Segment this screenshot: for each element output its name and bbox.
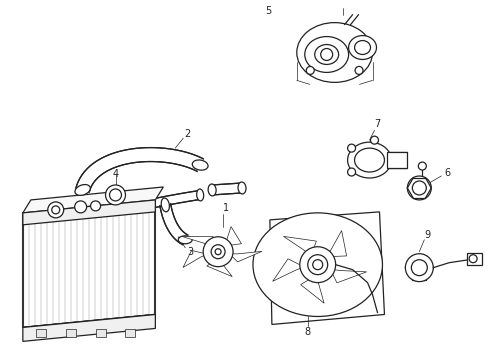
Polygon shape xyxy=(154,190,201,207)
Circle shape xyxy=(308,255,328,275)
Polygon shape xyxy=(273,259,311,281)
Ellipse shape xyxy=(297,23,372,82)
Text: 9: 9 xyxy=(424,230,430,240)
Circle shape xyxy=(407,176,431,200)
Text: 6: 6 xyxy=(444,168,450,178)
Bar xyxy=(388,152,407,168)
Circle shape xyxy=(91,201,100,211)
Polygon shape xyxy=(212,183,243,195)
Polygon shape xyxy=(160,204,188,245)
Polygon shape xyxy=(23,315,155,341)
Circle shape xyxy=(52,206,60,214)
Circle shape xyxy=(469,255,477,263)
Text: 4: 4 xyxy=(112,169,119,179)
Circle shape xyxy=(215,249,221,255)
Circle shape xyxy=(347,168,356,176)
Polygon shape xyxy=(301,271,324,303)
Circle shape xyxy=(321,49,333,60)
Polygon shape xyxy=(183,251,214,267)
Ellipse shape xyxy=(315,45,339,64)
Circle shape xyxy=(355,67,363,75)
Ellipse shape xyxy=(208,184,216,196)
Polygon shape xyxy=(23,200,155,225)
Circle shape xyxy=(412,260,427,276)
Ellipse shape xyxy=(178,236,192,244)
Ellipse shape xyxy=(238,182,246,194)
Polygon shape xyxy=(326,264,367,283)
Polygon shape xyxy=(319,230,346,260)
Ellipse shape xyxy=(192,160,208,170)
Polygon shape xyxy=(182,237,214,251)
Polygon shape xyxy=(23,200,155,328)
Bar xyxy=(96,329,105,337)
Circle shape xyxy=(74,201,87,213)
Bar xyxy=(467,253,482,265)
Bar xyxy=(125,329,135,337)
Polygon shape xyxy=(270,212,385,324)
Ellipse shape xyxy=(347,142,392,178)
Polygon shape xyxy=(284,237,317,261)
Bar xyxy=(36,329,46,337)
Circle shape xyxy=(405,254,433,282)
Polygon shape xyxy=(217,226,242,248)
Polygon shape xyxy=(23,187,163,213)
Ellipse shape xyxy=(253,213,383,316)
Circle shape xyxy=(313,260,323,270)
Circle shape xyxy=(48,202,64,218)
Circle shape xyxy=(203,237,233,267)
Bar xyxy=(66,329,75,337)
Text: 3: 3 xyxy=(187,247,193,257)
Circle shape xyxy=(105,185,125,205)
Circle shape xyxy=(211,245,225,259)
Text: 1: 1 xyxy=(223,203,229,213)
Polygon shape xyxy=(225,250,262,262)
Text: 7: 7 xyxy=(374,119,381,129)
Ellipse shape xyxy=(196,189,204,201)
Ellipse shape xyxy=(305,37,348,72)
Ellipse shape xyxy=(75,185,90,195)
Circle shape xyxy=(413,181,426,195)
Circle shape xyxy=(300,247,336,283)
Ellipse shape xyxy=(161,198,170,212)
Circle shape xyxy=(418,162,426,170)
Ellipse shape xyxy=(355,148,385,172)
Ellipse shape xyxy=(355,41,370,54)
Circle shape xyxy=(347,144,356,152)
Circle shape xyxy=(110,189,122,201)
Text: 5: 5 xyxy=(265,6,271,15)
Ellipse shape xyxy=(348,36,376,59)
Circle shape xyxy=(306,67,314,75)
Text: 8: 8 xyxy=(305,327,311,337)
Text: 2: 2 xyxy=(184,129,190,139)
Circle shape xyxy=(370,136,378,144)
Polygon shape xyxy=(76,148,203,192)
Polygon shape xyxy=(207,255,232,276)
